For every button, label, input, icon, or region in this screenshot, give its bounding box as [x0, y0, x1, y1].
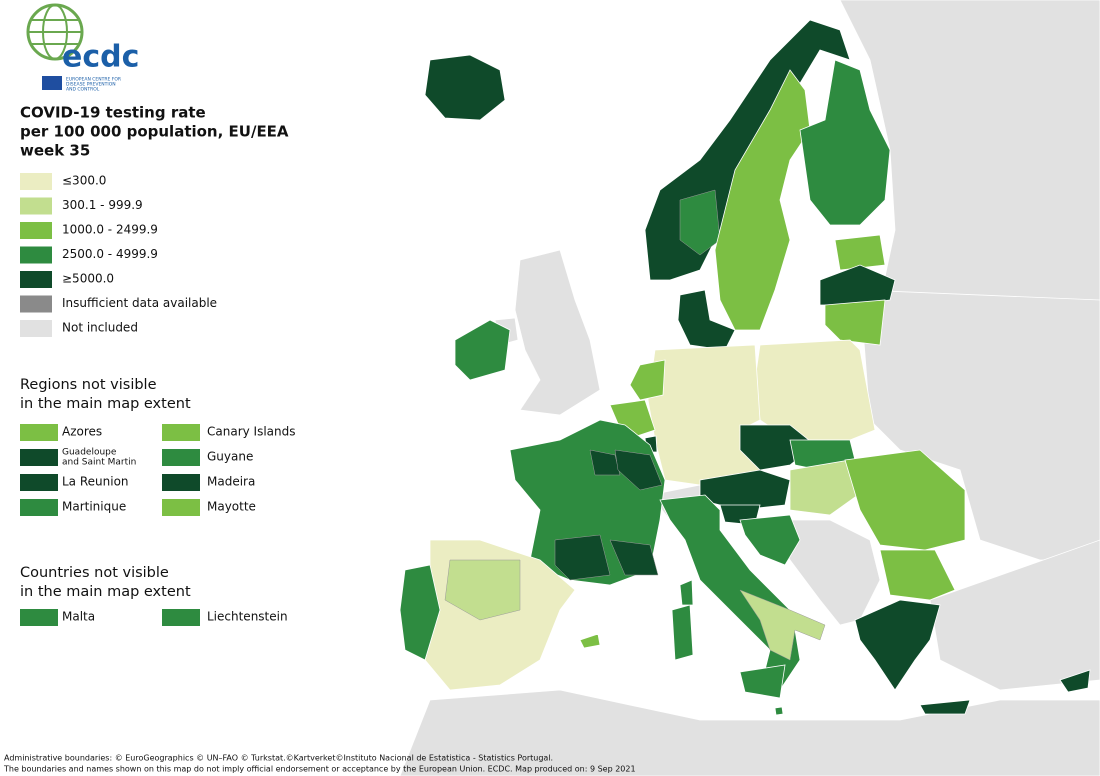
region [739, 589, 826, 661]
legend-swatch [20, 474, 58, 491]
legend-swatch [20, 222, 52, 239]
region [589, 449, 621, 476]
legend-label: and Saint Martin [62, 458, 136, 468]
region [424, 54, 506, 121]
region [609, 539, 659, 576]
eu-flag [42, 76, 62, 90]
region [554, 534, 611, 581]
region [399, 564, 441, 661]
section-title: Countries not visible [20, 565, 169, 581]
legend-label: ≥5000.0 [62, 272, 114, 286]
legend-label: Mayotte [207, 500, 256, 514]
legend-label: Guadeloupe [62, 448, 117, 458]
region [1059, 669, 1091, 693]
legend-title: week 35 [20, 142, 90, 160]
logo-name: ecdc [62, 40, 139, 75]
legend-label: 300.1 - 999.9 [62, 198, 143, 212]
region [671, 604, 694, 661]
region [629, 359, 666, 401]
section-title: in the main map extent [20, 584, 191, 600]
legend-title: per 100 000 population, EU/EEA [20, 123, 289, 141]
logo-line: EUROPEAN CENTRE FOR [66, 77, 121, 83]
legend-swatch [20, 246, 52, 264]
legend-label: Insufficient data available [62, 296, 217, 310]
legend-swatch [20, 499, 58, 516]
legend-label: 1000.0 - 2499.9 [62, 223, 158, 237]
region [834, 234, 886, 271]
legend-label: Azores [62, 425, 102, 439]
legend-title: COVID-19 testing rate [20, 104, 206, 122]
region [799, 59, 891, 226]
legend-label: Madeira [207, 475, 255, 489]
legend-swatch [162, 609, 200, 626]
region [677, 289, 736, 351]
logo-line: DISEASE PREVENTION [66, 82, 116, 88]
legend-swatch [20, 320, 52, 337]
region [579, 633, 601, 649]
region [824, 299, 886, 346]
section-title: Regions not visible [20, 377, 157, 393]
legend-swatch [20, 424, 58, 441]
logo: ecdc EUROPEAN CENTRE FOR DISEASE PREVENT… [26, 3, 139, 93]
region [854, 599, 941, 691]
region [514, 249, 601, 416]
region [844, 449, 966, 551]
legend-swatch [20, 295, 52, 313]
legend-label: Martinique [62, 500, 126, 514]
footer-note: Administrative boundaries: © EuroGeograp… [4, 754, 553, 763]
legend-label: Guyane [207, 450, 253, 464]
legend-swatch [162, 474, 200, 491]
region [739, 664, 786, 699]
legend-label: Not included [62, 321, 138, 335]
region [819, 264, 896, 306]
legend-swatch [20, 449, 58, 466]
legend-label: Canary Islands [207, 425, 296, 439]
footer-note: The boundaries and names shown on this m… [3, 765, 636, 774]
region [739, 514, 801, 566]
region [399, 689, 1100, 776]
region [679, 189, 721, 256]
map [399, 0, 1100, 776]
region [679, 579, 694, 606]
region [919, 699, 971, 715]
region [714, 69, 811, 331]
region [444, 559, 521, 621]
legend-swatch [162, 499, 200, 516]
region [859, 289, 1100, 561]
legend-swatch [20, 197, 52, 215]
legend-swatch [20, 609, 58, 626]
region [454, 319, 511, 381]
legend-swatch [162, 424, 200, 441]
region [614, 449, 663, 491]
section-title: in the main map extent [20, 396, 191, 412]
legend-label: Liechtenstein [207, 610, 288, 624]
legend-label: Malta [62, 610, 95, 624]
region [774, 706, 784, 716]
legend-swatch [20, 271, 52, 288]
legend-swatch [162, 449, 200, 466]
legend-label: La Reunion [62, 475, 129, 489]
legend-label: 2500.0 - 4999.9 [62, 247, 158, 261]
region [789, 459, 866, 516]
legend-swatch [20, 173, 52, 190]
logo-line: AND CONTROL [66, 87, 100, 93]
region [879, 549, 956, 601]
region [929, 539, 1100, 691]
legend-label: ≤300.0 [62, 174, 106, 188]
